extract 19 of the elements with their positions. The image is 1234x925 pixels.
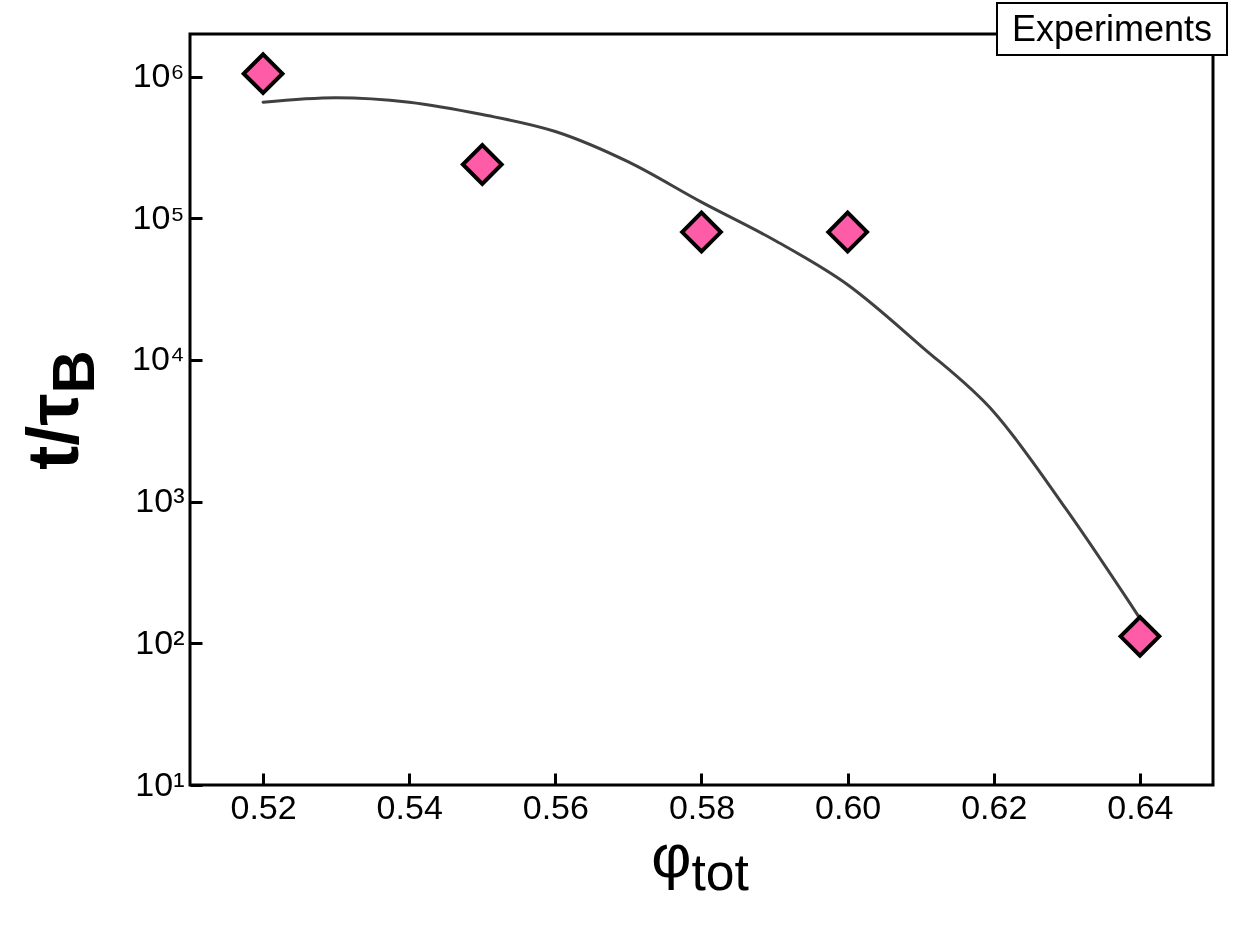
y-tick-label: 10² [135, 622, 185, 661]
point [826, 210, 870, 254]
y-tick-label: 10⁵ [132, 197, 185, 236]
y-tick-label: 10⁴ [132, 339, 185, 378]
y-tick-label: 10³ [135, 481, 185, 520]
x-tick-label: 0.60 [815, 787, 882, 826]
x-tick-label: 0.56 [522, 787, 589, 826]
point [460, 143, 504, 186]
line-series [261, 96, 1142, 620]
y-tick-label: 10¹ [135, 764, 185, 803]
annotation: Experiments [995, 2, 1228, 56]
x-tick-label: 0.62 [961, 787, 1028, 826]
y-tick-label: 10⁶ [132, 56, 185, 95]
point [680, 210, 723, 254]
x-tick-label: 0.52 [230, 787, 297, 826]
x-tick-label: 0.64 [1107, 787, 1174, 826]
point [241, 52, 285, 96]
point [1118, 614, 1162, 658]
x-tick-label: 0.54 [376, 787, 443, 826]
